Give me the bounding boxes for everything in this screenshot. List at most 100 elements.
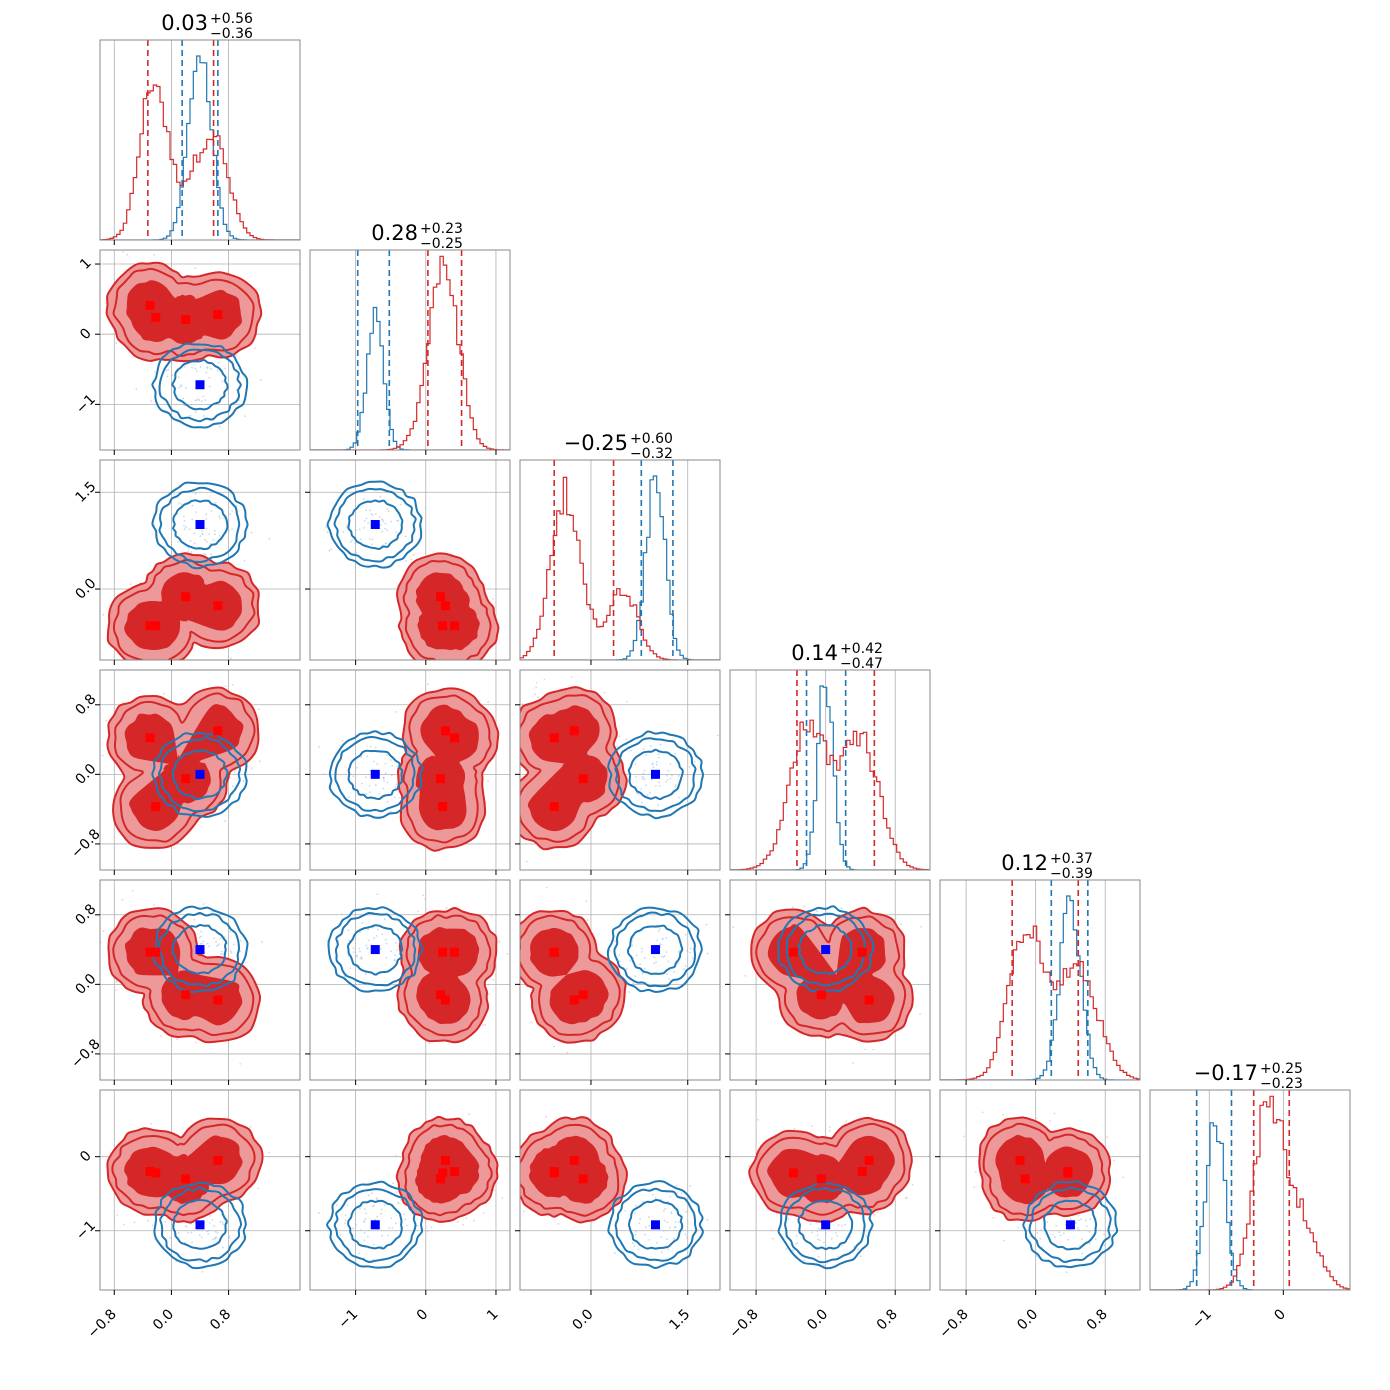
sample-point-blue	[395, 1191, 398, 1193]
sample-point-red	[1106, 1136, 1109, 1138]
sample-point-red	[744, 974, 747, 977]
mode-marker-red	[788, 1168, 798, 1178]
sample-point-blue	[235, 354, 238, 357]
sample-point-blue	[658, 928, 661, 930]
truth-marker-blue	[195, 945, 205, 955]
sample-point-blue	[214, 1237, 216, 1240]
sample-point-red	[83, 1179, 85, 1181]
sample-point-blue	[358, 1252, 360, 1255]
sample-point-red	[417, 910, 419, 913]
sample-point-blue	[643, 957, 646, 959]
sample-point-blue	[368, 538, 371, 540]
sample-point-red	[803, 905, 806, 908]
sample-point-red	[153, 904, 155, 906]
sample-point-red	[133, 1221, 136, 1224]
sample-point-blue	[193, 532, 196, 535]
sample-point-blue	[216, 1232, 219, 1234]
sample-point-blue	[183, 520, 186, 522]
sample-point-blue	[376, 1215, 378, 1218]
panel-3-2	[515, 669, 721, 875]
sample-point-red	[122, 1223, 125, 1226]
panel-frame	[309, 1089, 511, 1291]
sample-point-blue	[390, 774, 393, 777]
sample-point-blue	[182, 397, 184, 400]
sample-point-blue	[235, 389, 238, 392]
histogram-red	[940, 925, 1140, 1080]
sample-point-blue	[210, 510, 213, 512]
title-plus: +0.56	[210, 11, 253, 27]
truth-marker-blue	[195, 1220, 205, 1230]
sample-point-blue	[693, 760, 696, 763]
sample-point-blue	[396, 765, 398, 768]
contour-blue-outer	[151, 731, 248, 818]
sample-point-blue	[673, 1237, 675, 1240]
mode-marker-red	[181, 774, 191, 784]
sample-point-red	[628, 991, 631, 993]
sample-point-red	[187, 1232, 190, 1234]
sample-point-red	[920, 925, 922, 928]
sample-point-blue	[195, 511, 198, 513]
contour-blue-mid	[159, 1186, 243, 1263]
histogram-blue	[730, 685, 930, 870]
sample-point-blue	[637, 1248, 640, 1251]
sample-point-red	[517, 706, 519, 708]
tick-label-y: 1.5	[72, 479, 99, 506]
sample-point-red	[535, 682, 538, 684]
sample-point-blue	[670, 1212, 673, 1215]
sample-point-blue	[666, 779, 669, 781]
title-minus: −0.23	[1260, 1076, 1303, 1092]
contour-blue-inner	[627, 748, 684, 801]
sample-point-blue	[636, 954, 638, 957]
sample-point-blue	[342, 530, 345, 533]
sample-point-blue	[347, 929, 350, 932]
sample-point-red	[153, 254, 156, 256]
sample-point-blue	[224, 367, 227, 370]
sample-point-red	[194, 267, 197, 269]
sample-point-blue	[232, 943, 235, 946]
sample-point-blue	[197, 398, 200, 400]
sample-point-blue	[663, 1219, 666, 1222]
sample-point-red	[541, 1065, 543, 1067]
contour-blue-inner	[627, 1199, 684, 1250]
contour-blue-outer	[153, 1181, 247, 1270]
sample-point-red	[122, 701, 124, 704]
sample-point-blue	[665, 951, 668, 953]
panel-4-4: 0.12 +0.37−0.39	[939, 851, 1141, 1085]
mode-marker-red	[145, 300, 155, 310]
tick-label-x: 0	[1271, 1306, 1289, 1324]
sample-point-blue	[370, 1192, 373, 1195]
sample-point-blue	[194, 493, 197, 495]
sample-point-blue	[618, 735, 621, 738]
sample-point-blue	[1069, 1218, 1072, 1221]
sample-point-blue	[370, 513, 373, 515]
sample-point-blue	[356, 766, 358, 769]
sample-point-red	[536, 696, 539, 699]
sample-point-blue	[213, 937, 216, 940]
sample-point-red	[199, 943, 202, 945]
panel-frame	[99, 1089, 301, 1291]
panel-2-1	[305, 459, 511, 665]
sample-point-blue	[678, 796, 680, 799]
title-value: 0.14	[791, 641, 838, 665]
sample-point-blue	[218, 425, 221, 428]
tick-label-y: −1	[73, 1218, 99, 1244]
sample-point-blue	[658, 781, 660, 783]
truth-marker-blue	[370, 520, 380, 530]
contour-red-mid	[403, 914, 492, 1037]
sample-point-blue	[658, 756, 660, 759]
sample-point-blue	[1077, 1219, 1080, 1222]
sample-point-blue	[1103, 1233, 1105, 1236]
sample-point-blue	[211, 910, 214, 913]
sample-point-blue	[669, 763, 672, 765]
sample-point-blue	[655, 961, 657, 964]
sample-point-blue	[380, 1245, 383, 1247]
sample-point-red	[473, 1219, 475, 1222]
panel-4-0: −0.80.00.8	[68, 879, 301, 1085]
sample-point-blue	[222, 1223, 225, 1226]
sample-point-blue	[201, 942, 203, 945]
contour-blue-outer	[777, 905, 875, 993]
sample-point-red	[829, 1126, 831, 1129]
sample-point-blue	[811, 1231, 813, 1234]
mode-marker-red	[450, 621, 460, 631]
sample-point-blue	[642, 776, 645, 779]
